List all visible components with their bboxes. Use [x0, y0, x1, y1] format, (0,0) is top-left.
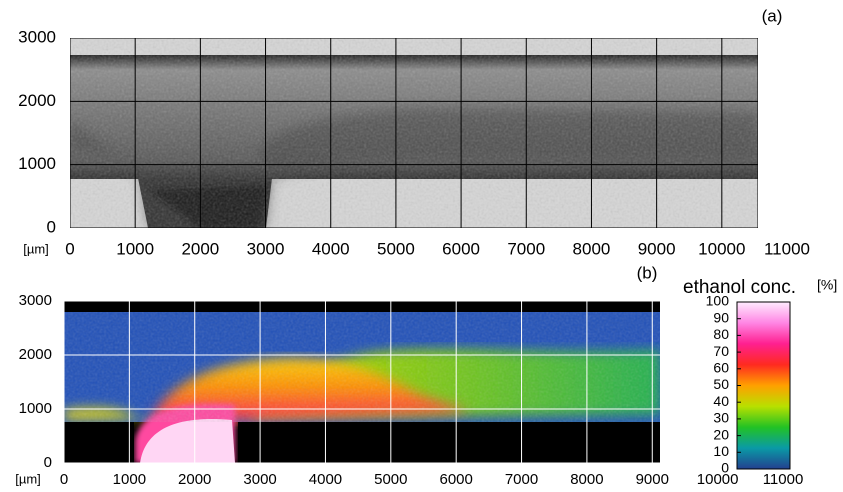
y-tick-label: 0 — [47, 217, 56, 236]
x-tick-label: 3000 — [243, 471, 276, 488]
y-tick-label: 2000 — [18, 91, 56, 110]
colorbar — [736, 301, 791, 470]
y-tick-label: 2000 — [19, 346, 52, 363]
x-tick-label: 5000 — [374, 471, 407, 488]
x-axis-label: [µm] — [15, 471, 41, 486]
x-tick-label: 8000 — [573, 239, 611, 258]
image-a — [70, 38, 758, 228]
colorbar-tick-label: 10 — [713, 443, 729, 459]
x-tick-label: 3000 — [247, 239, 285, 258]
y-tick-label: 0 — [44, 454, 52, 471]
x-tick-label: 5000 — [377, 239, 415, 258]
x-axis-label: [µm] — [23, 241, 49, 256]
x-tick-label: 0 — [60, 471, 68, 488]
colorbar-unit: [%] — [817, 277, 837, 293]
x-tick-label: 6000 — [442, 239, 480, 258]
y-tick-label: 1000 — [18, 154, 56, 173]
grid-a — [70, 38, 758, 228]
x-tick-label: 4000 — [309, 471, 342, 488]
y-tick-label: 3000 — [19, 292, 52, 309]
panel-label: (a) — [762, 6, 783, 25]
colorbar-tick-label: 70 — [713, 343, 729, 359]
grid-b — [64, 301, 660, 463]
colorbar-tick-label: 40 — [713, 393, 729, 409]
colorbar-tick-label: 20 — [713, 426, 729, 442]
colorbar-tick-label: 80 — [713, 326, 729, 342]
x-tick-label: 1000 — [113, 471, 146, 488]
x-tick-label: 1000 — [116, 239, 154, 258]
x-tick-label: 9000 — [638, 239, 676, 258]
y-tick-label: 3000 — [18, 27, 56, 46]
colorbar-tick-label: 30 — [713, 410, 729, 426]
colorbar-tick-label: 60 — [713, 360, 729, 376]
x-tick-label: 8000 — [570, 471, 603, 488]
x-tick-label: 0 — [65, 239, 74, 258]
x-tick-label: 6000 — [439, 471, 472, 488]
x-tick-label: 10000 — [698, 239, 745, 258]
x-tick-label: 11000 — [763, 471, 804, 488]
colorbar-title: ethanol conc. — [683, 277, 796, 298]
x-tick-label: 2000 — [181, 239, 219, 258]
x-tick-label: 11000 — [764, 239, 810, 258]
x-tick-label: 4000 — [312, 239, 350, 258]
colorbar-tick-label: 90 — [713, 309, 729, 325]
image-b — [64, 301, 660, 463]
colorbar-tick-label: 100 — [706, 293, 730, 309]
x-tick-label: 10000 — [697, 471, 739, 488]
colorbar-tick-label: 0 — [721, 460, 729, 476]
x-tick-label: 9000 — [636, 471, 669, 488]
x-tick-label: 2000 — [178, 471, 211, 488]
colorbar-tick-label: 50 — [713, 376, 729, 392]
x-tick-label: 7000 — [507, 239, 545, 258]
x-tick-label: 7000 — [505, 471, 538, 488]
panel-label: (b) — [637, 263, 658, 282]
y-tick-label: 1000 — [19, 400, 52, 417]
